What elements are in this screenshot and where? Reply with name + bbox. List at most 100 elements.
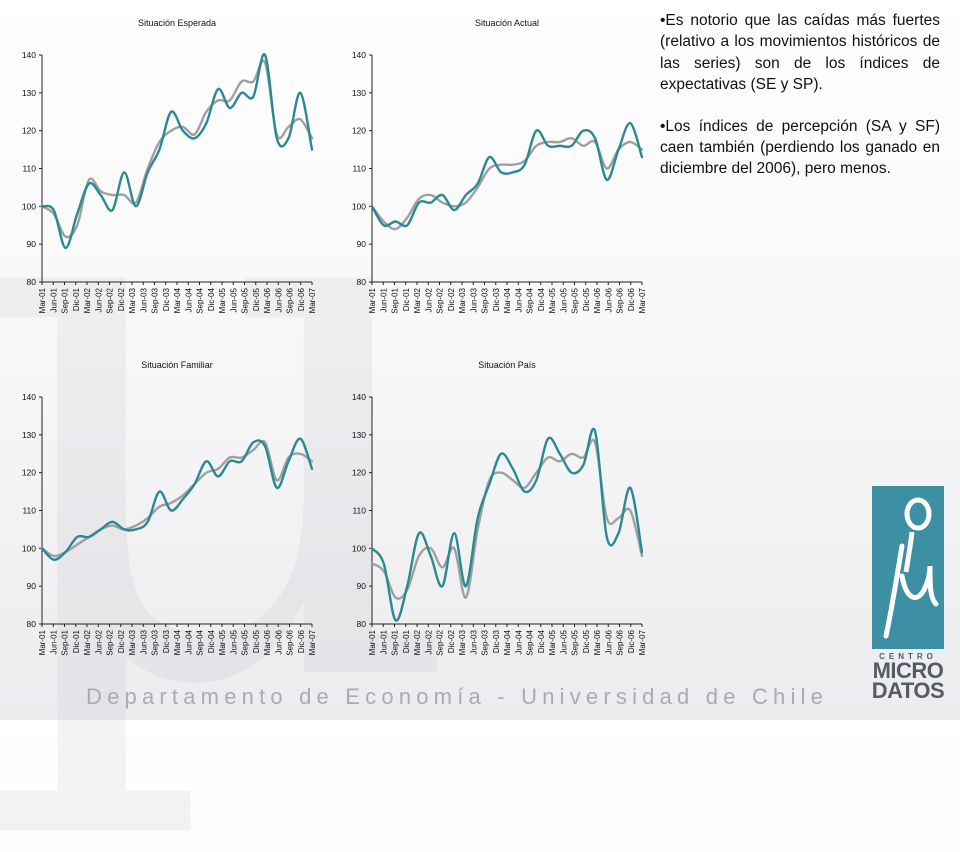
x-tick-label: Jun-06 xyxy=(604,287,613,312)
series-line-main xyxy=(370,427,644,622)
x-tick-label: Jun-02 xyxy=(94,629,103,654)
x-tick-label: Sep-05 xyxy=(571,629,580,655)
x-tick-label: Dic-03 xyxy=(162,629,171,653)
x-tick-label: Sep-05 xyxy=(241,629,250,655)
x-tick-label: Mar-02 xyxy=(413,629,422,655)
y-tick-label: 140 xyxy=(22,392,36,402)
x-tick-label: Jun-05 xyxy=(229,287,238,312)
x-tick-label: Mar-06 xyxy=(593,629,602,655)
x-tick-label: Jun-02 xyxy=(424,287,433,312)
x-tick-label: Sep-03 xyxy=(481,629,490,655)
x-tick-label: Dic-02 xyxy=(447,287,456,311)
x-tick-label: Mar-02 xyxy=(83,629,92,655)
y-tick-label: 100 xyxy=(352,201,366,211)
x-tick-label: Dic-06 xyxy=(297,629,306,653)
y-tick-label: 110 xyxy=(22,164,36,174)
y-tick-label: 80 xyxy=(357,277,367,287)
x-tick-label: Jun-05 xyxy=(229,629,238,654)
x-tick-label: Dic-06 xyxy=(627,629,636,653)
x-tick-label: Sep-04 xyxy=(196,287,205,313)
x-tick-label: Mar-01 xyxy=(38,287,47,313)
x-tick-label: Mar-06 xyxy=(263,629,272,655)
x-tick-label: Sep-03 xyxy=(151,629,160,655)
x-tick-label: Mar-05 xyxy=(218,287,227,313)
bullet-percepcion: •Los índices de percepción (SA y SF) cae… xyxy=(660,117,940,178)
y-tick-label: 130 xyxy=(352,88,366,98)
y-tick-label: 80 xyxy=(27,277,37,287)
x-tick-label: Jun-06 xyxy=(604,629,613,654)
x-tick-label: Dic-04 xyxy=(207,629,216,653)
logo-micro-text: MICRO xyxy=(872,658,944,683)
x-tick-label: Sep-06 xyxy=(616,629,625,655)
x-tick-label: Jun-01 xyxy=(49,287,58,312)
x-tick-label: Mar-01 xyxy=(368,629,377,655)
x-tick-label: Jun-04 xyxy=(184,287,193,312)
chart-title: Situación Esperada xyxy=(138,18,216,28)
x-tick-label: Sep-02 xyxy=(436,629,445,655)
x-tick-label: Sep-05 xyxy=(241,287,250,313)
y-tick-label: 120 xyxy=(22,468,36,478)
x-tick-label: Dic-06 xyxy=(627,287,636,311)
y-tick-label: 100 xyxy=(22,543,36,553)
x-tick-label: Mar-05 xyxy=(548,629,557,655)
y-tick-label: 90 xyxy=(27,239,37,249)
x-tick-label: Dic-02 xyxy=(117,629,126,653)
x-tick-label: Mar-07 xyxy=(308,287,317,313)
x-tick-label: Sep-02 xyxy=(436,287,445,313)
y-tick-label: 130 xyxy=(22,88,36,98)
x-tick-label: Dic-05 xyxy=(252,287,261,311)
x-tick-label: Jun-05 xyxy=(559,287,568,312)
x-tick-label: Dic-04 xyxy=(537,629,546,653)
x-tick-label: Jun-01 xyxy=(379,629,388,654)
chart-svg: Situación Esperada 80 90 100 110 120 130 140 Mar… xyxy=(22,18,317,314)
x-tick-label: Jun-03 xyxy=(469,629,478,654)
x-tick-label: Mar-01 xyxy=(368,287,377,313)
x-tick-label: Jun-06 xyxy=(274,629,283,654)
y-tick-label: 140 xyxy=(22,50,36,60)
x-tick-label: Jun-04 xyxy=(514,629,523,654)
x-tick-label: Dic-01 xyxy=(72,287,81,311)
x-tick-label: Dic-02 xyxy=(117,287,126,311)
series-line-main xyxy=(40,437,314,561)
x-tick-label: Jun-01 xyxy=(49,629,58,654)
series-line-main xyxy=(40,53,314,250)
x-tick-label: Sep-01 xyxy=(61,629,70,655)
x-tick-label: Dic-01 xyxy=(72,629,81,653)
y-tick-label: 80 xyxy=(27,619,37,629)
x-tick-label: Mar-05 xyxy=(218,629,227,655)
x-tick-label: Sep-06 xyxy=(616,287,625,313)
x-tick-label: Dic-05 xyxy=(582,629,591,653)
x-tick-label: Mar-05 xyxy=(548,287,557,313)
bullet-expectativas: •Es notorio que las caídas más fuertes (… xyxy=(660,12,940,94)
x-tick-label: Jun-05 xyxy=(559,629,568,654)
y-tick-label: 120 xyxy=(352,126,366,136)
chart-situacion-familiar: Situación Familiar 80 90 100 110 120 130 140 Mar… xyxy=(0,352,325,682)
x-tick-label: Sep-02 xyxy=(106,629,115,655)
x-tick-label: Jun-03 xyxy=(139,629,148,654)
logo-datos-text: DATOS xyxy=(871,678,945,703)
chart-svg: Situación Actual 80 90 100 110 120 130 140 Mar-0… xyxy=(352,18,647,314)
x-tick-label: Mar-04 xyxy=(173,629,182,655)
x-tick-label: Mar-03 xyxy=(458,629,467,655)
mu-logo-icon xyxy=(883,497,939,639)
x-tick-label: Mar-06 xyxy=(263,287,272,313)
x-tick-label: Mar-03 xyxy=(128,287,137,313)
x-tick-label: Dic-01 xyxy=(402,287,411,311)
x-tick-label: Sep-04 xyxy=(526,287,535,313)
x-tick-label: Mar-07 xyxy=(638,629,647,655)
x-tick-label: Jun-02 xyxy=(424,629,433,654)
x-tick-label: Mar-02 xyxy=(83,287,92,313)
chart-title: Situación Actual xyxy=(475,18,539,28)
y-tick-label: 100 xyxy=(352,543,366,553)
x-tick-label: Dic-04 xyxy=(537,287,546,311)
x-tick-label: Sep-04 xyxy=(196,629,205,655)
x-tick-label: Dic-04 xyxy=(207,287,216,311)
x-tick-label: Sep-06 xyxy=(286,287,295,313)
y-tick-label: 90 xyxy=(27,581,37,591)
x-tick-label: Dic-03 xyxy=(162,287,171,311)
x-tick-label: Sep-02 xyxy=(106,287,115,313)
x-tick-label: Mar-03 xyxy=(128,629,137,655)
x-tick-label: Jun-03 xyxy=(139,287,148,312)
y-tick-label: 130 xyxy=(352,430,366,440)
